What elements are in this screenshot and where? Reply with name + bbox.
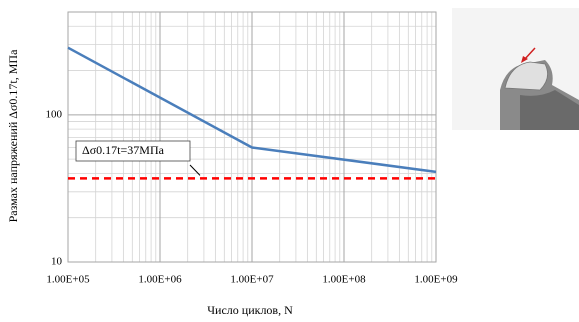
- x-tick-label: 1.00E+09: [414, 274, 458, 286]
- x-tick-label: 1.00E+05: [46, 274, 90, 286]
- x-tick-label: 1.00E+08: [322, 274, 366, 286]
- annotation-arrow: [190, 165, 200, 175]
- y-tick-label: 100: [46, 108, 63, 120]
- x-tick-label: 1.00E+06: [138, 274, 182, 286]
- chart: Число циклов, N Размах напряжений Δσ0.17…: [0, 0, 579, 322]
- x-tick-label: 1.00E+07: [230, 274, 274, 286]
- y-tick-label: 10: [51, 256, 63, 268]
- weld-detail-image: [452, 8, 579, 130]
- annotation: Δσ0.17t=37МПа: [82, 143, 165, 157]
- y-axis-label: Размах напряжений Δσ0.17t, МПа: [6, 49, 20, 223]
- x-axis-label: Число циклов, N: [207, 303, 293, 317]
